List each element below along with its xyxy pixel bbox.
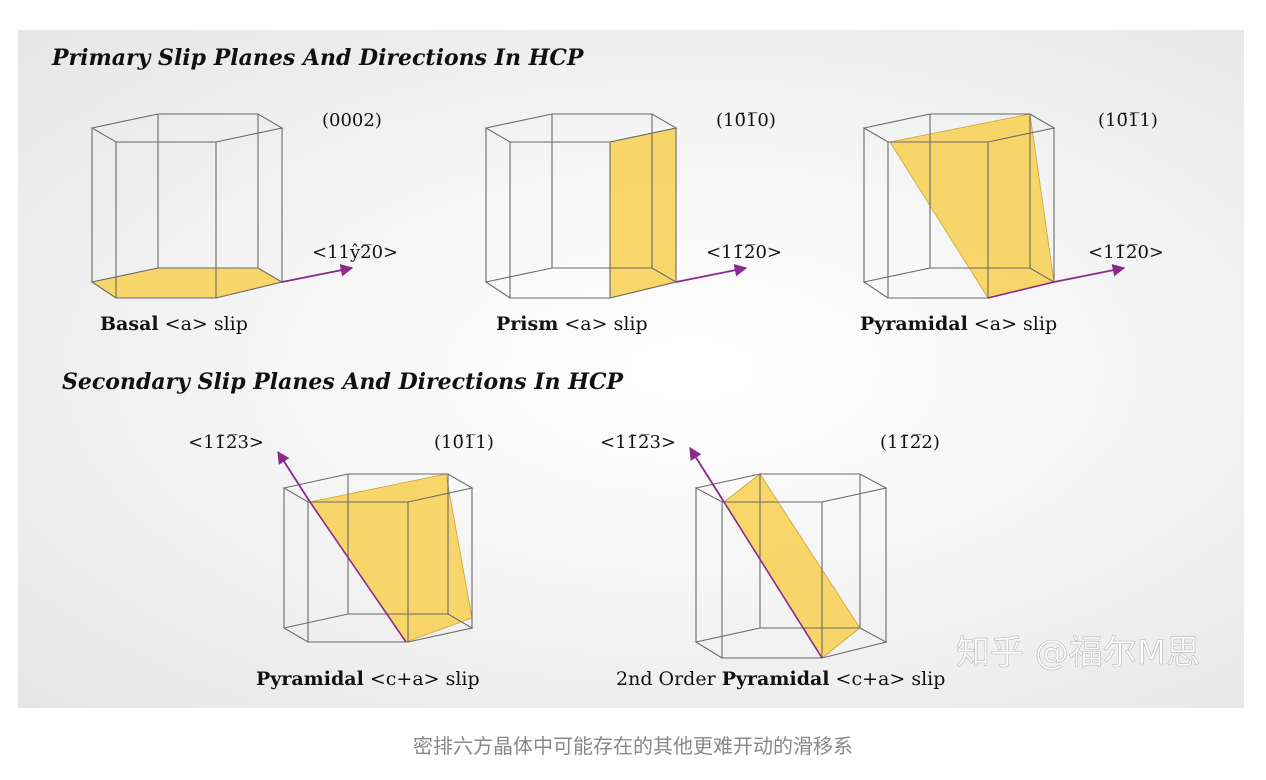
basal-direction-label: <11ŷ2̅0> <box>312 242 398 263</box>
prism-panel: (10̄1̅0) <11̄2̅0> Prism <a> slip <box>484 110 782 335</box>
basal-hex-prism <box>90 113 284 299</box>
prism-direction-arrow <box>675 264 748 283</box>
basal-caption: Basal <a> slip <box>100 313 248 335</box>
prism-caption: Prism <a> slip <box>496 313 648 335</box>
secondary-heading: Secondary Slip Planes And Directions In … <box>62 369 624 395</box>
primary-heading: Primary Slip Planes And Directions In HC… <box>51 45 585 71</box>
pyramidal-a-direction-label: <11̄2̅0> <box>1088 242 1164 263</box>
pyramidal-ca-plane-index: (10̄1̅1) <box>434 432 494 453</box>
pyramidal-a-caption: Pyramidal <a> slip <box>860 313 1057 335</box>
prism-plane-index: (10̄1̅0) <box>716 110 776 131</box>
watermark: 知乎 @福尔M思 <box>956 633 1200 673</box>
pyramidal-ca-direction-label: <11̄2̅3> <box>188 432 264 453</box>
second-order-hex-prism <box>694 473 888 659</box>
second-order-caption: 2nd Order Pyramidal <c+a> slip <box>616 668 945 690</box>
pyramidal-a-plane-index: (10̄1̅1) <box>1098 110 1158 131</box>
pyramidal-a-slip-edge <box>987 281 1055 299</box>
second-order-direction-label: <11̄2̅3> <box>600 432 676 453</box>
prism-plane <box>609 127 677 299</box>
pyramidal-ca-slip-edge <box>309 501 407 643</box>
second-order-slip-edge <box>723 501 823 659</box>
pyramidal-a-panel: (10̄1̅1) <11̄2̅0> Pyramidal <a> slip <box>860 110 1164 335</box>
basal-plane <box>90 267 284 299</box>
basal-direction-arrow <box>281 264 354 283</box>
second-order-plane-index: (11̄2̅2) <box>880 432 940 453</box>
second-order-direction-arrow <box>689 446 725 503</box>
second-order-panel: (11̄2̅2) <11̄2̅3> 2nd Order Pyramidal <c… <box>600 432 945 690</box>
pyramidal-a-direction-arrow <box>1053 264 1126 283</box>
pyramidal-ca-hex-prism <box>282 473 474 643</box>
basal-panel: (0002) <11ŷ2̅0> Basal <a> slip <box>90 110 398 335</box>
prism-direction-label: <11̄2̅0> <box>706 242 782 263</box>
pyramidal-ca-direction-arrow <box>277 450 311 503</box>
figure-canvas: Primary Slip Planes And Directions In HC… <box>51 45 1200 690</box>
slip-systems-figure: Primary Slip Planes And Directions In HC… <box>18 30 1244 708</box>
pyramidal-a-hex-prism <box>862 113 1056 299</box>
figure-caption: 密排六方晶体中可能存在的其他更难开动的滑移系 <box>413 734 853 758</box>
prism-hex-prism <box>484 113 678 299</box>
basal-plane-index: (0002) <box>322 110 382 131</box>
pyramidal-ca-caption: Pyramidal <c+a> slip <box>256 668 480 690</box>
pyramidal-ca-panel: (10̄1̅1) <11̄2̅3> Pyramidal <c+a> slip <box>188 432 494 690</box>
